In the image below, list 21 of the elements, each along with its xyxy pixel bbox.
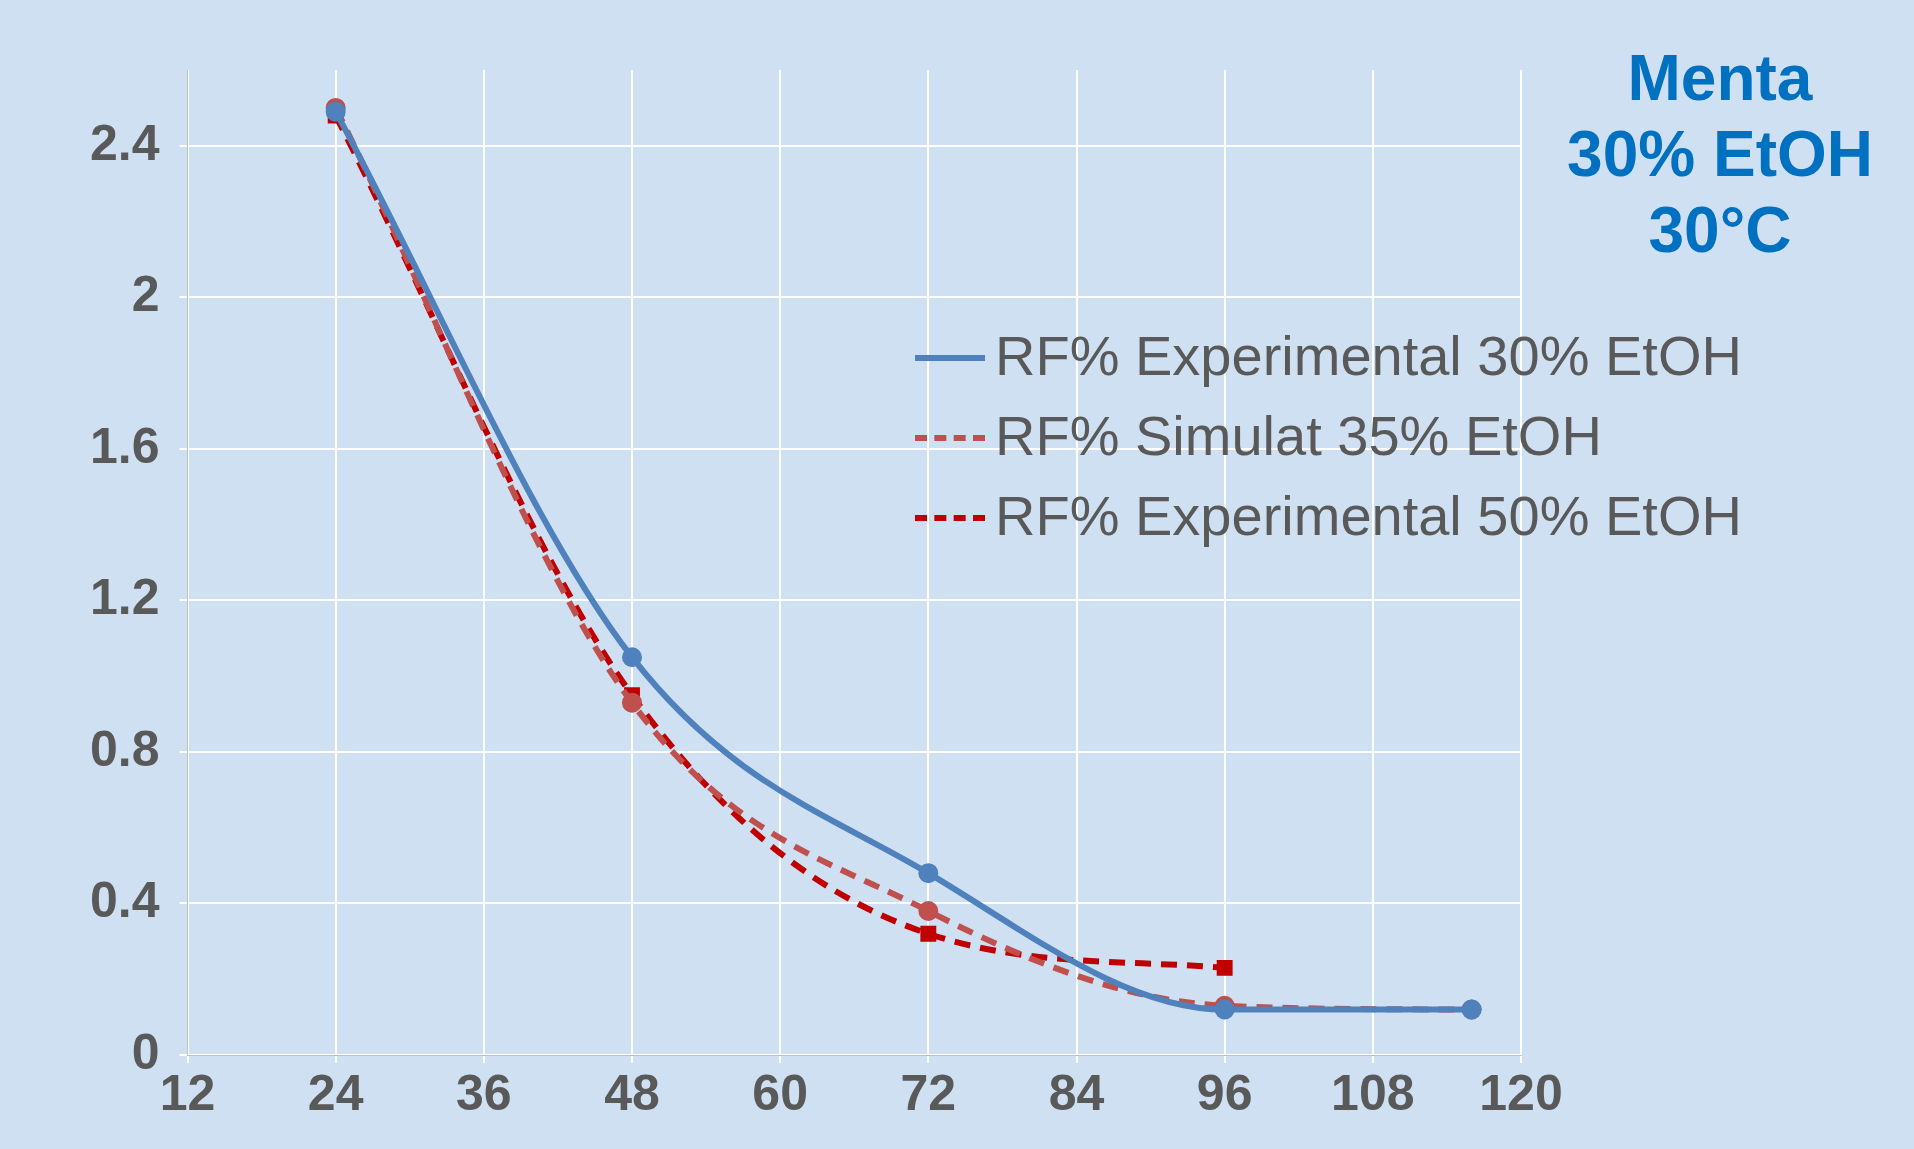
x-tick-label: 96 (1196, 1064, 1253, 1121)
x-tick-label: 36 (456, 1064, 512, 1121)
x-tick-label: 72 (900, 1064, 957, 1121)
x-tick-label: 120 (1479, 1064, 1563, 1121)
text: Menta 30% EtOH 30°C (1566, 41, 1874, 268)
x-tick-label: 48 (604, 1064, 660, 1121)
y-tick-label: 0.4 (89, 872, 160, 929)
legend-label: RF% Experimental 30% EtOH (995, 324, 1742, 387)
x-tick-label: 60 (752, 1064, 808, 1121)
legend-label: RF% Experimental 50% EtOH (995, 484, 1742, 547)
x-tick-label: 108 (1331, 1064, 1415, 1121)
y-tick-label: 1.6 (89, 417, 160, 474)
legend-label: RF% Simulat 35% EtOH (995, 404, 1602, 467)
y-tick-label: 2 (131, 266, 160, 323)
y-tick-label: 1.2 (89, 569, 160, 626)
y-tick-label: 0.8 (89, 720, 160, 777)
x-tick-label: 24 (307, 1064, 364, 1121)
x-tick-label: 12 (159, 1064, 216, 1121)
y-tick-label: 2.4 (89, 114, 160, 171)
x-tick-label: 84 (1048, 1064, 1105, 1121)
y-tick-label: 0 (131, 1023, 160, 1080)
